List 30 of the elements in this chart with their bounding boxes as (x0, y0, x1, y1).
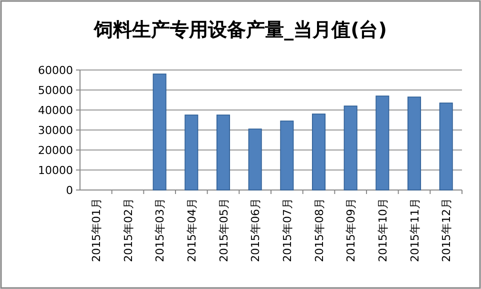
chart-title: 饲料生产专用设备产量_当月值(台) (93, 19, 387, 41)
x-tick-label: 2015年12月 (440, 198, 454, 262)
x-tick-label: 2015年05月 (217, 198, 230, 262)
bar (216, 114, 230, 190)
bar (344, 106, 358, 190)
x-tick-label: 2015年11月 (408, 198, 422, 262)
y-tick-label: 40000 (38, 104, 73, 117)
x-tick-label: 2015年03月 (154, 198, 167, 262)
bar (152, 74, 166, 190)
x-tick-label: 2015年10月 (376, 198, 390, 262)
x-tick-label: 2015年06月 (249, 198, 262, 262)
x-tick-label: 2015年07月 (280, 198, 294, 262)
bar (407, 96, 422, 190)
bar (184, 114, 198, 190)
y-tick-label: 60000 (38, 64, 73, 77)
y-tick-label: 30000 (38, 124, 73, 137)
y-tick-label: 10000 (38, 164, 73, 177)
x-tick-label: 2015年09月 (344, 198, 358, 262)
bar (376, 96, 390, 190)
x-tick-label: 2015年02月 (122, 198, 135, 262)
x-tick-label: 2015年04月 (185, 198, 198, 262)
x-tick-label: 2015年01月 (90, 198, 103, 262)
bar (439, 102, 453, 190)
y-tick-label: 20000 (38, 144, 73, 157)
bar (312, 114, 326, 190)
y-tick-label: 50000 (38, 84, 73, 97)
bar (248, 128, 262, 190)
bar (280, 120, 294, 190)
x-tick-label: 2015年08月 (312, 198, 326, 262)
y-tick-label: 0 (66, 184, 73, 197)
